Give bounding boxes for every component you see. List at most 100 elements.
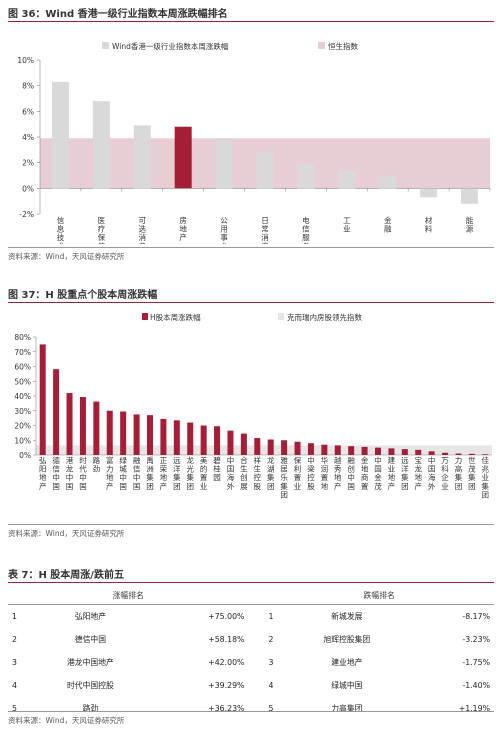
x-category-label: 中国海外 xyxy=(428,455,436,491)
rise-rank: 2 xyxy=(12,635,17,644)
fall-rank: 2 xyxy=(268,635,274,644)
y-tick-label: 0% xyxy=(19,451,31,460)
fall-rank: 3 xyxy=(268,658,274,667)
x-category-label: 雅居乐集团 xyxy=(280,455,288,499)
figure36-bottom-rule xyxy=(8,247,494,248)
bar xyxy=(388,448,395,455)
x-category-label: 公用事业 xyxy=(220,216,228,244)
fall-rank: 4 xyxy=(268,681,274,690)
figure37-top-rule xyxy=(8,302,494,303)
bar xyxy=(468,453,475,455)
y-tick-label: 6% xyxy=(22,107,34,116)
fall-value: -8.17% xyxy=(462,612,490,621)
x-category-label: 越秀地产 xyxy=(334,455,342,491)
x-category-label: 宝龙地产 xyxy=(414,455,422,491)
y-tick-label: 0% xyxy=(22,184,34,193)
table-row: 2 德信中国 +58.18% 2 旭辉控股集团 -3.23% xyxy=(8,628,494,651)
x-category-label: 时代中国 xyxy=(79,455,87,491)
x-category-label: 碧桂园 xyxy=(213,455,221,482)
x-category-label: 房地产 xyxy=(179,215,187,242)
bar xyxy=(428,451,435,455)
bar xyxy=(66,393,73,455)
rise-value: +42.00% xyxy=(208,658,245,667)
bar xyxy=(187,422,194,455)
x-category-label: 世茂集团 xyxy=(468,455,476,491)
y-tick-label: 40% xyxy=(14,392,31,401)
legend-industry: Wind香港一级行业指数本周涨跌幅 xyxy=(112,41,229,51)
rise-rank: 5 xyxy=(12,704,17,713)
rise-header: 涨幅排名 xyxy=(8,586,249,605)
x-category-label: 可选消费 xyxy=(139,216,147,244)
bar xyxy=(160,418,167,455)
bar xyxy=(267,439,274,455)
legend-swatch-kerui xyxy=(278,313,284,320)
bar xyxy=(294,441,301,455)
bar xyxy=(455,453,462,455)
fall-name: 建业地产 xyxy=(331,658,363,667)
bar xyxy=(227,430,234,455)
bar xyxy=(401,449,408,455)
bar xyxy=(482,454,489,455)
x-category-label: 禹洲集团 xyxy=(146,456,154,491)
rise-name: 路劲 xyxy=(82,704,99,713)
x-category-label: 港龙中国 xyxy=(66,455,74,491)
x-category-label: 佳兆业集团 xyxy=(482,455,490,499)
bar xyxy=(379,175,397,189)
figure36-top-rule xyxy=(8,21,494,22)
h-share-stock-chart: 0% 10% 20% 30% 40% 50% 60% 70% 80% 弘阳地产德信中国港龙中国时代… xyxy=(14,312,492,499)
bar xyxy=(120,411,127,455)
fall-name: 新城发展 xyxy=(331,612,363,621)
y-tick-label: 30% xyxy=(14,407,31,416)
x-category-label: 德信中国 xyxy=(52,455,60,491)
x-category-label: 金融 xyxy=(384,215,392,234)
y-tick-label: 2% xyxy=(22,159,34,168)
x-category-label: 融信中国 xyxy=(133,455,141,491)
figure36-source: 资料来源：Wind，天风证券研究所 xyxy=(8,252,125,261)
bar xyxy=(281,440,288,455)
bar xyxy=(321,444,328,455)
bar xyxy=(420,188,438,198)
rise-value: +39.29% xyxy=(208,681,245,690)
x-category-label: 万科企业 xyxy=(441,456,449,491)
x-category-label: 中国金茂 xyxy=(374,455,382,491)
rise-name: 弘阳地产 xyxy=(74,612,106,621)
y-tick-label: 4% xyxy=(22,133,34,142)
x-category-label: 工业 xyxy=(343,216,351,234)
table7-title: 表 7：H 股本周涨/跌前五 xyxy=(8,570,124,581)
fall-rank: 5 xyxy=(268,704,274,713)
bar xyxy=(173,420,180,455)
x-category-label: 富力地产 xyxy=(106,455,114,491)
bar xyxy=(39,344,46,455)
table-header-row: 涨幅排名 跌幅排名 xyxy=(8,586,494,605)
fall-name: 绿城中国 xyxy=(331,681,363,690)
x-category-label: 电信服务 xyxy=(302,215,310,244)
table-row: 4 时代中国控股 +39.29% 4 绿城中国 -1.40% xyxy=(8,674,494,697)
y-tick-label: 70% xyxy=(14,348,31,357)
x-category-label: 华润置地 xyxy=(321,455,329,491)
x-category-label: 龙湖集团 xyxy=(267,455,275,491)
table7-source: 资料来源：Wind，天风证券研究所 xyxy=(8,716,125,725)
x-category-label: 金地商置 xyxy=(361,455,369,491)
fall-rank: 1 xyxy=(268,612,274,621)
bar xyxy=(215,139,233,189)
x-category-label: 美的置业 xyxy=(200,455,208,491)
x-category-label: 路劲 xyxy=(93,455,101,474)
x-category-label: 中梁控股 xyxy=(307,455,315,491)
bar xyxy=(348,446,355,455)
x-category-label: 祥生控股 xyxy=(254,455,262,491)
fall-value: -1.40% xyxy=(462,681,490,690)
bar xyxy=(307,443,314,455)
table7-top-rule xyxy=(8,582,494,583)
bar xyxy=(375,447,381,455)
bar xyxy=(256,152,274,189)
table-row: 1 弘阳地产 +75.00% 1 新城发展 -8.17% xyxy=(8,605,494,629)
figure37-bottom-rule xyxy=(8,524,494,525)
bar xyxy=(147,415,153,455)
bar xyxy=(53,369,60,455)
y-tick-label: -2% xyxy=(19,210,34,219)
x-category-label: 合生创展 xyxy=(240,455,248,491)
y-tick-label: 80% xyxy=(14,333,31,342)
y-tick-label: 20% xyxy=(14,422,31,431)
bar xyxy=(240,433,247,455)
table-row: 5 路劲 +36.23% 5 力高集团 +1.19% xyxy=(8,697,494,720)
